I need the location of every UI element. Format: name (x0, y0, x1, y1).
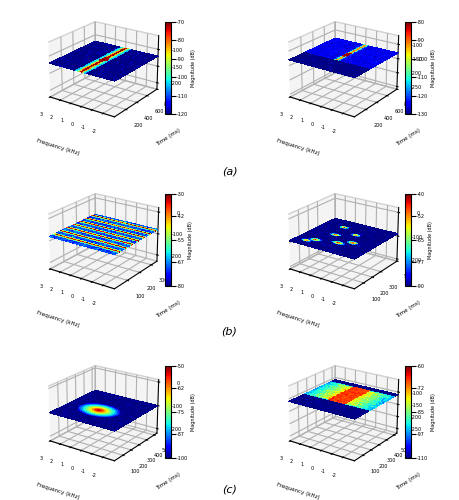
Text: (a): (a) (222, 166, 237, 176)
X-axis label: Frequency (kHz): Frequency (kHz) (276, 310, 320, 328)
Y-axis label: Magnitude (dB): Magnitude (dB) (431, 49, 436, 87)
Text: (b): (b) (222, 326, 237, 336)
X-axis label: Frequency (kHz): Frequency (kHz) (36, 138, 80, 156)
Text: (c): (c) (222, 485, 237, 495)
X-axis label: Frequency (kHz): Frequency (kHz) (36, 482, 80, 500)
X-axis label: Frequency (kHz): Frequency (kHz) (36, 310, 80, 328)
Y-axis label: Time (ms): Time (ms) (395, 472, 421, 491)
Y-axis label: Time (ms): Time (ms) (155, 128, 181, 147)
Y-axis label: Time (ms): Time (ms) (395, 300, 421, 319)
Y-axis label: Magnitude (dB): Magnitude (dB) (191, 49, 196, 87)
Y-axis label: Magnitude (dB): Magnitude (dB) (188, 221, 193, 259)
Y-axis label: Magnitude (dB): Magnitude (dB) (191, 393, 196, 431)
Y-axis label: Magnitude (dB): Magnitude (dB) (428, 221, 433, 259)
Y-axis label: Time (ms): Time (ms) (155, 300, 181, 319)
Y-axis label: Time (ms): Time (ms) (395, 128, 421, 147)
X-axis label: Frequency (kHz): Frequency (kHz) (276, 138, 320, 156)
Y-axis label: Time (ms): Time (ms) (155, 472, 181, 491)
X-axis label: Frequency (kHz): Frequency (kHz) (276, 482, 320, 500)
Y-axis label: Magnitude (dB): Magnitude (dB) (431, 393, 436, 431)
